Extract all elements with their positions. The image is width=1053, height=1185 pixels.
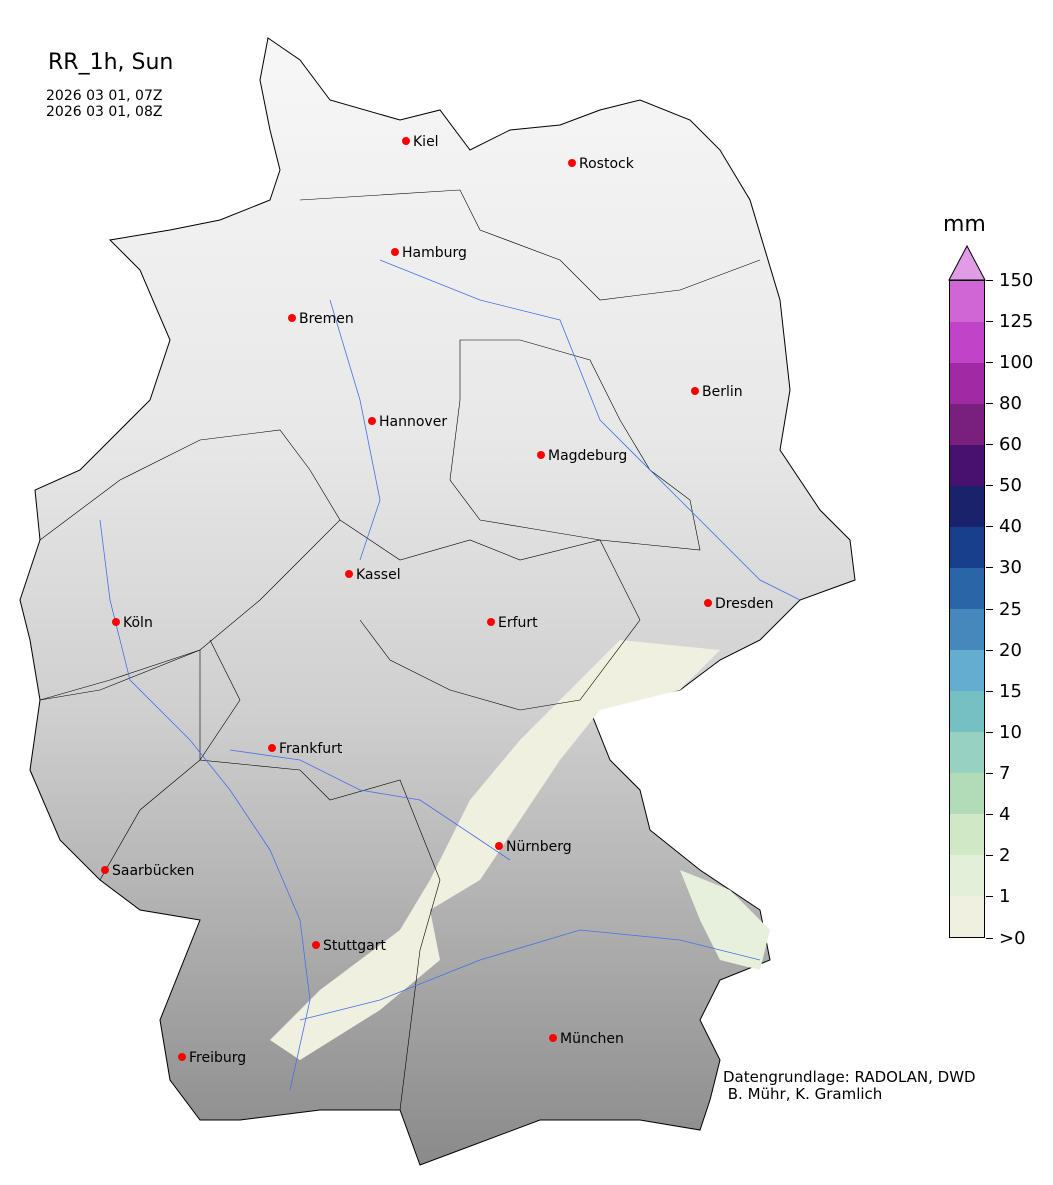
city-muenchen: München: [549, 1031, 624, 1047]
svg-text:Freiburg: Freiburg: [189, 1050, 246, 1066]
colorbar-segment: [950, 568, 984, 609]
colorbar-segment: [950, 363, 984, 404]
city-nuernberg: Nürnberg: [495, 839, 572, 855]
svg-text:Stuttgart: Stuttgart: [323, 938, 386, 954]
colorbar-tick-label: 150: [986, 270, 1033, 291]
colorbar-unit: mm: [943, 212, 986, 237]
colorbar-tick-label: 80: [986, 393, 1022, 414]
colorbar-segment: [950, 896, 984, 937]
city-kiel: Kiel: [402, 134, 439, 150]
colorbar-segment: [950, 281, 984, 322]
colorbar-tick-label: 1: [986, 886, 1010, 907]
colorbar-tick-label: 125: [986, 311, 1033, 332]
colorbar-segment: [950, 486, 984, 527]
colorbar-segment: [950, 404, 984, 445]
colorbar-tick-label: 7: [986, 763, 1010, 784]
colorbar-tick-label: 4: [986, 804, 1010, 825]
city-hamburg: Hamburg: [391, 245, 467, 261]
colorbar-tick-label: 2: [986, 845, 1010, 866]
germany-outline: [19, 37, 856, 1166]
colorbar-segment: [950, 814, 984, 855]
colorbar-tick-label: 25: [986, 599, 1022, 620]
colorbar-segment: [950, 322, 984, 363]
time-start: 2026 03 01, 07Z: [46, 88, 163, 104]
city-koeln: Köln: [112, 615, 153, 631]
svg-text:Köln: Köln: [123, 615, 153, 631]
colorbar-tick-label: 20: [986, 640, 1022, 661]
svg-text:Berlin: Berlin: [702, 384, 743, 400]
colorbar-segment: [950, 732, 984, 773]
svg-text:Rostock: Rostock: [579, 156, 635, 172]
colorbar-tick-label: 60: [986, 434, 1022, 455]
colorbar-extend-arrow: [948, 244, 986, 281]
city-erfurt: Erfurt: [487, 615, 538, 631]
colorbar-tick-label: 50: [986, 475, 1022, 496]
city-magdeburg: Magdeburg: [537, 448, 627, 464]
svg-text:Hannover: Hannover: [379, 414, 447, 430]
colorbar: [949, 280, 985, 938]
colorbar-segment: [950, 773, 984, 814]
colorbar-segment: [950, 691, 984, 732]
data-credit: Datengrundlage: RADOLAN, DWD B. Mühr, K.…: [723, 1068, 976, 1103]
city-frankfurt: Frankfurt: [268, 741, 343, 757]
colorbar-tick-label: 10: [986, 722, 1022, 743]
svg-text:Nürnberg: Nürnberg: [506, 839, 572, 855]
city-rostock: Rostock: [568, 156, 635, 172]
map-title: RR_1h, Sun: [48, 50, 174, 75]
svg-text:Saarbücken: Saarbücken: [112, 863, 194, 879]
city-markers: Kiel Rostock Hamburg Bremen Berlin Hanno…: [101, 134, 774, 1066]
svg-text:Bremen: Bremen: [299, 311, 354, 327]
city-hannover: Hannover: [368, 414, 447, 430]
svg-text:Dresden: Dresden: [715, 596, 774, 612]
colorbar-tick-label: 40: [986, 516, 1022, 537]
city-berlin: Berlin: [691, 384, 743, 400]
svg-text:Magdeburg: Magdeburg: [548, 448, 627, 464]
colorbar-segment: [950, 527, 984, 568]
colorbar-tick-label: 30: [986, 557, 1022, 578]
time-end: 2026 03 01, 08Z: [46, 104, 163, 120]
city-dresden: Dresden: [704, 596, 774, 612]
colorbar-tick-label: 100: [986, 352, 1033, 373]
precipitation-area: [680, 870, 770, 970]
colorbar-segment: [950, 609, 984, 650]
rivers: [99, 259, 801, 1091]
svg-text:München: München: [560, 1031, 624, 1047]
state-borders: [39, 189, 761, 1111]
city-saarbruecken: Saarbücken: [101, 863, 194, 879]
svg-text:Kiel: Kiel: [413, 134, 439, 150]
svg-text:Erfurt: Erfurt: [498, 615, 538, 631]
city-kassel: Kassel: [345, 567, 401, 583]
svg-text:Frankfurt: Frankfurt: [279, 741, 343, 757]
colorbar-segment: [950, 855, 984, 896]
colorbar-segment: [950, 445, 984, 486]
colorbar-segment: [950, 650, 984, 691]
city-stuttgart: Stuttgart: [312, 938, 386, 954]
colorbar-tick-label: 15: [986, 681, 1022, 702]
svg-text:Kassel: Kassel: [356, 567, 401, 583]
colorbar-tick-label: >0: [986, 928, 1026, 949]
svg-text:Hamburg: Hamburg: [402, 245, 467, 261]
city-freiburg: Freiburg: [178, 1050, 246, 1066]
city-bremen: Bremen: [288, 311, 354, 327]
